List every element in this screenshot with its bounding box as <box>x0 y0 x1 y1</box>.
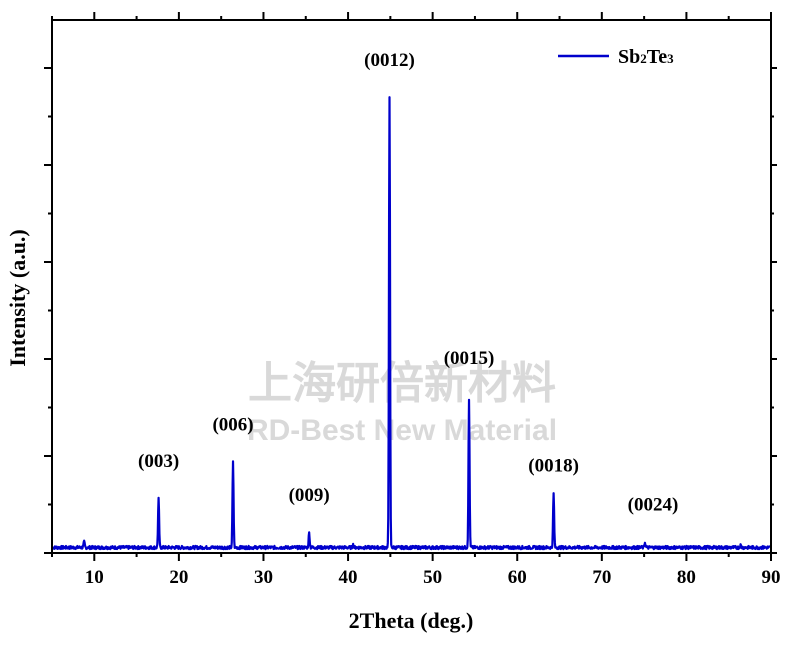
x-axis-label: 2Theta (deg.) <box>349 608 474 633</box>
peak-label-4: (0015) <box>444 348 495 369</box>
y-axis-label: Intensity (a.u.) <box>5 229 30 367</box>
series-line-sb2te3 <box>51 96 772 551</box>
x-tick-label-90: 90 <box>762 567 781 588</box>
x-tick-label-60: 60 <box>508 567 527 588</box>
peak-label-3: (0012) <box>364 50 415 71</box>
watermark-english: RD-Best New Material <box>247 414 557 447</box>
x-tick-label-80: 80 <box>677 567 696 588</box>
x-tick-label-30: 30 <box>254 567 273 588</box>
x-tick-label-10: 10 <box>85 567 104 588</box>
plot-frame <box>51 19 772 554</box>
x-tick-label-40: 40 <box>339 567 358 588</box>
peak-label-6: (0024) <box>628 494 679 515</box>
legend-label-sb2te3: Sb2Te3 <box>618 46 674 68</box>
peak-label-1: (006) <box>212 415 253 436</box>
peak-annotations: (003) (006) (009) (0012) (0015) (0018) (0024) <box>138 50 678 515</box>
watermark: 上海研倍新材料 RD-Best New Material <box>247 358 557 447</box>
peak-label-0: (003) <box>138 451 179 472</box>
axes: 10 20 30 40 50 60 70 80 90 <box>44 12 781 588</box>
peak-label-5: (0018) <box>528 456 579 477</box>
watermark-chinese: 上海研倍新材料 <box>248 358 556 409</box>
legend: Sb2Te3 <box>558 46 674 68</box>
series-group <box>51 96 772 551</box>
x-tick-label-20: 20 <box>169 567 188 588</box>
x-tick-label-50: 50 <box>423 567 442 588</box>
x-tick-label-70: 70 <box>592 567 611 588</box>
peak-label-2: (009) <box>289 485 330 506</box>
